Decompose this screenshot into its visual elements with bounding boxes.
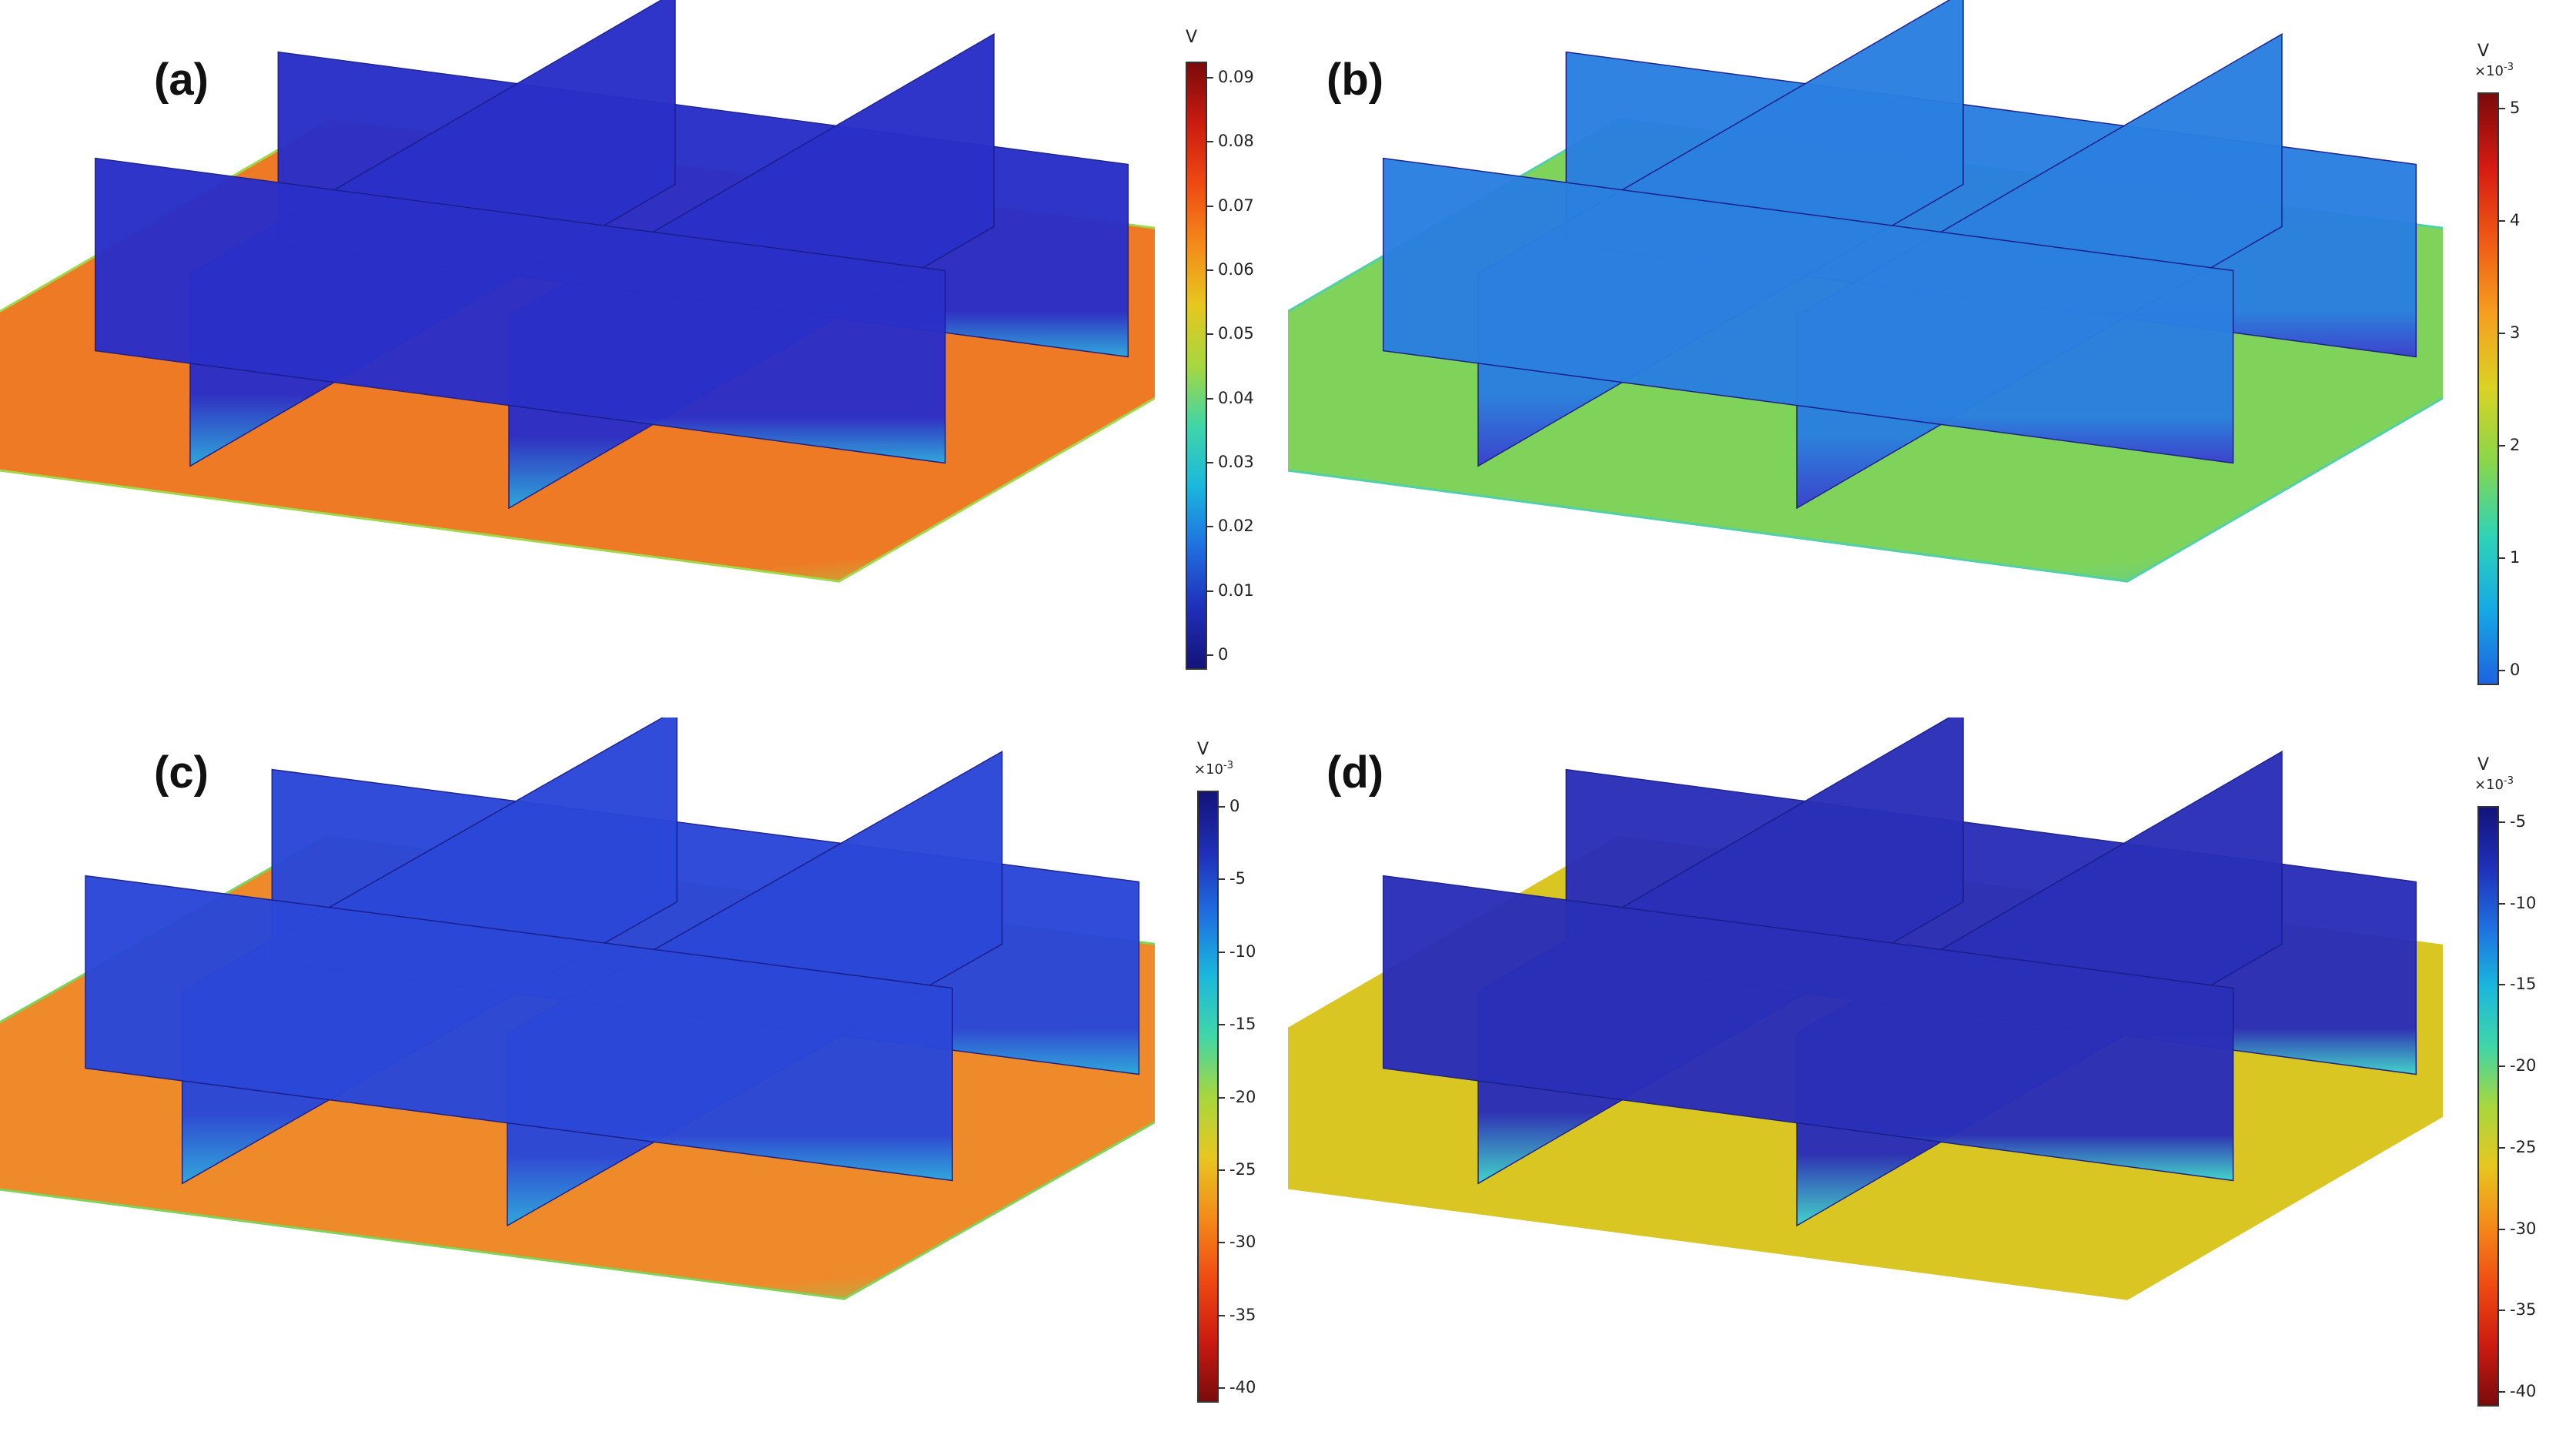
potential-distribution-3d-view bbox=[0, 0, 1155, 583]
colorbar-tick-label: -10 bbox=[1229, 942, 1256, 961]
colorbar-tick-label: 0.05 bbox=[1218, 324, 1254, 343]
panel-label: (b) bbox=[1326, 55, 1384, 105]
colorbar-multiplier: ×10-3 bbox=[2474, 775, 2514, 793]
colorbar-tick-mark bbox=[2499, 220, 2505, 222]
potential-distribution-3d-view bbox=[1288, 718, 2443, 1300]
colorbar-multiplier: ×10-3 bbox=[2474, 62, 2514, 79]
colorbar-tick-label: -40 bbox=[2510, 1382, 2537, 1400]
colorbar-tick-label: 4 bbox=[2510, 211, 2521, 229]
colorbar-tick-label: 5 bbox=[2510, 99, 2521, 117]
colorbar-multiplier: ×10-3 bbox=[1194, 760, 1233, 778]
colorbar-tick-mark bbox=[2499, 1310, 2505, 1312]
potential-distribution-3d-view bbox=[0, 718, 1155, 1300]
colorbar-tick-mark bbox=[1219, 1096, 1225, 1099]
colorbar-tick-label: 2 bbox=[2510, 436, 2521, 454]
panel-a: (a) V 0.09 0.08 0.07 0.06 0.05 0.04 0.03 0.02 0.0… bbox=[0, 0, 1288, 718]
colorbar-tick-mark bbox=[1207, 77, 1213, 79]
colorbar-tick-mark bbox=[1219, 806, 1225, 808]
colorbar-unit: V bbox=[2477, 42, 2490, 61]
colorbar-tick-mark bbox=[1219, 951, 1225, 953]
electrode-wall bbox=[1382, 875, 2234, 1182]
colorbar-tick-label: 3 bbox=[2510, 323, 2521, 342]
colorbar-tick-mark bbox=[2499, 1146, 2505, 1149]
colorbar-unit: V bbox=[1197, 740, 1209, 759]
colorbar-tick-label: -10 bbox=[2510, 893, 2537, 912]
colorbar-gradient bbox=[1197, 791, 1219, 1403]
colorbar-tick-mark bbox=[1207, 590, 1213, 592]
colorbar-tick-mark bbox=[2499, 902, 2505, 905]
colorbar-tick-mark bbox=[1207, 397, 1213, 400]
colorbar-tick-mark bbox=[1219, 878, 1225, 881]
colorbar-tick-mark bbox=[2499, 333, 2505, 334]
electrode-wall bbox=[1382, 157, 2234, 464]
colorbar-tick-label: 1 bbox=[2510, 548, 2521, 567]
colorbar-tick-label: 0.08 bbox=[1218, 132, 1254, 151]
colorbar-tick-mark bbox=[2499, 1228, 2505, 1230]
colorbar-tick-label: -25 bbox=[1229, 1159, 1256, 1179]
colorbar-tick-mark bbox=[1219, 1314, 1225, 1316]
electrode-wall bbox=[94, 157, 946, 464]
potential-distribution-3d-view bbox=[1288, 0, 2443, 583]
colorbar-tick-label: 0.07 bbox=[1218, 196, 1254, 215]
colorbar-tick-mark bbox=[2499, 984, 2505, 986]
colorbar-tick-label: -30 bbox=[2510, 1219, 2537, 1238]
colorbar-tick-label: 0 bbox=[1218, 645, 1229, 664]
colorbar-tick-label: 0.01 bbox=[1218, 580, 1254, 600]
colorbar-tick-label: -20 bbox=[1229, 1087, 1256, 1106]
panel-c: (c) V ×10-3 0 -5 -10 -15 -20 -25 -30 -35 -40 bbox=[0, 718, 1288, 1435]
colorbar-tick-label: 0 bbox=[1229, 797, 1240, 815]
colorbar-tick-mark bbox=[1219, 1387, 1225, 1389]
colorbar-tick-mark bbox=[1207, 205, 1213, 207]
colorbar-tick-mark bbox=[2499, 821, 2505, 823]
electrode-wall bbox=[85, 875, 953, 1182]
colorbar-gradient bbox=[2477, 92, 2499, 685]
panel-d: (d) V ×10-3 -5 -10 -15 -20 -25 -30 -35 -40 bbox=[1288, 718, 2576, 1435]
colorbar-tick-label: -35 bbox=[2510, 1300, 2537, 1320]
colorbar-tick-mark bbox=[1207, 526, 1213, 528]
colorbar-tick-mark bbox=[2499, 108, 2505, 109]
panel-label: (c) bbox=[154, 748, 209, 798]
panel-b: (b) V ×10-3 5 4 3 2 1 0 bbox=[1288, 0, 2576, 718]
colorbar-tick-label: 0 bbox=[2510, 661, 2521, 679]
panel-label: (d) bbox=[1326, 748, 1384, 798]
colorbar-tick-mark bbox=[2499, 445, 2505, 447]
colorbar-unit: V bbox=[2477, 755, 2490, 774]
colorbar-tick-label: 0.02 bbox=[1218, 517, 1254, 536]
colorbar-tick-label: -15 bbox=[2510, 975, 2537, 994]
colorbar-tick-label: -30 bbox=[1229, 1233, 1256, 1252]
colorbar-tick-mark bbox=[1219, 1024, 1225, 1026]
colorbar-tick-mark bbox=[2499, 1065, 2505, 1068]
colorbar-tick-label: -5 bbox=[2510, 812, 2526, 831]
colorbar-tick-label: -40 bbox=[1229, 1378, 1256, 1397]
colorbar-tick-label: -15 bbox=[1229, 1015, 1256, 1034]
colorbar-tick-mark bbox=[1219, 1169, 1225, 1171]
panel-label: (a) bbox=[154, 55, 209, 105]
colorbar-gradient bbox=[2477, 806, 2499, 1407]
colorbar-tick-label: -5 bbox=[1229, 869, 1246, 888]
colorbar-tick-label: -25 bbox=[2510, 1137, 2537, 1156]
colorbar-tick-mark bbox=[1219, 1242, 1225, 1244]
colorbar-tick-label: -20 bbox=[2510, 1056, 2537, 1075]
colorbar-tick-mark bbox=[1207, 269, 1213, 271]
colorbar-tick-mark bbox=[1207, 462, 1213, 463]
colorbar-unit: V bbox=[1186, 28, 1198, 47]
colorbar-tick-mark bbox=[1207, 333, 1213, 336]
colorbar-tick-label: 0.06 bbox=[1218, 260, 1254, 279]
colorbar-tick-mark bbox=[2499, 670, 2505, 671]
colorbar-tick-label: 0.04 bbox=[1218, 388, 1254, 407]
colorbar-tick-mark bbox=[2499, 557, 2505, 559]
colorbar-gradient bbox=[1186, 62, 1207, 670]
colorbar-tick-mark bbox=[2499, 1391, 2505, 1393]
colorbar-tick-mark bbox=[1207, 654, 1213, 656]
colorbar-tick-mark bbox=[1207, 141, 1213, 143]
colorbar-tick-label: 0.09 bbox=[1218, 68, 1254, 86]
colorbar-tick-label: 0.03 bbox=[1218, 453, 1254, 471]
colorbar-tick-label: -35 bbox=[1229, 1305, 1256, 1324]
